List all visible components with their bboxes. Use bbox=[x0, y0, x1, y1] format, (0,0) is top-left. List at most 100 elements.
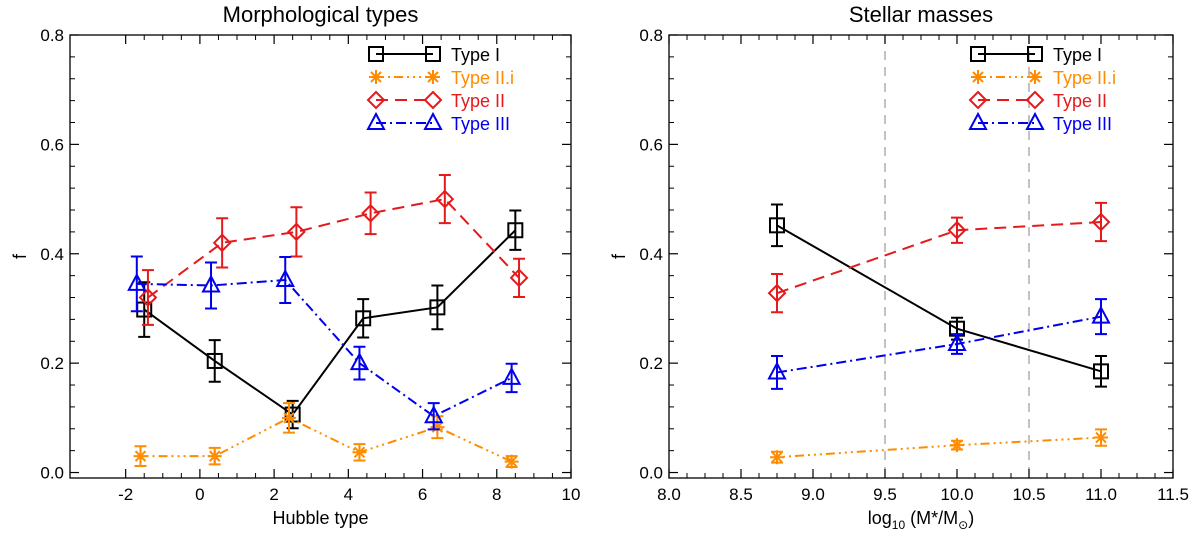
data-point bbox=[767, 361, 787, 380]
y-axis-label: f bbox=[609, 253, 629, 259]
chart-title: Stellar masses bbox=[849, 2, 993, 27]
data-point bbox=[430, 420, 445, 435]
legend-marker bbox=[423, 90, 443, 110]
data-point bbox=[361, 203, 381, 223]
error-bar bbox=[513, 257, 526, 298]
legend-label: Type II.i bbox=[451, 68, 514, 88]
legend-label: Type II bbox=[1053, 91, 1107, 111]
x-tick-label: 9.5 bbox=[873, 485, 897, 504]
series-type-ii-i bbox=[770, 428, 1108, 465]
x-tick-label: 6 bbox=[418, 485, 427, 504]
legend-marker bbox=[423, 111, 443, 130]
y-tick-label: 0.0 bbox=[639, 464, 663, 483]
data-point bbox=[1094, 430, 1108, 445]
error-bar bbox=[431, 284, 444, 331]
x-tick-label: 9.0 bbox=[801, 485, 825, 504]
data-point bbox=[501, 366, 522, 385]
data-point bbox=[429, 299, 446, 316]
data-point bbox=[770, 450, 784, 465]
y-tick-label: 0.8 bbox=[639, 26, 663, 45]
legend-label: Type II bbox=[451, 91, 505, 111]
data-point bbox=[352, 445, 367, 460]
data-point bbox=[138, 288, 158, 307]
x-axis-label: log10 (M*/M⊙) bbox=[868, 508, 974, 532]
legend-marker bbox=[368, 46, 384, 62]
x-tick-label: 10 bbox=[562, 485, 581, 504]
legend-marker bbox=[366, 111, 386, 130]
legend-marker bbox=[1027, 46, 1043, 62]
y-tick-label: 0.0 bbox=[40, 464, 64, 483]
legend-marker bbox=[426, 70, 440, 84]
legend-marker bbox=[968, 111, 988, 130]
data-point bbox=[767, 283, 787, 303]
series-line bbox=[143, 229, 517, 416]
error-bar bbox=[771, 203, 783, 248]
series-type-iii bbox=[767, 298, 1111, 390]
legend-marker bbox=[968, 90, 988, 110]
legend-label: Type I bbox=[1053, 45, 1102, 65]
y-tick-label: 0.4 bbox=[639, 245, 663, 264]
series-line bbox=[147, 197, 520, 299]
legend-marker bbox=[971, 70, 985, 84]
chart-morphological-types: Morphological types -2 0 2 4 6 8 10 0.0 0.2 0.4 0.6… bbox=[10, 2, 580, 528]
x-tick-label: -2 bbox=[118, 485, 133, 504]
data-point bbox=[286, 222, 306, 242]
data-point bbox=[355, 310, 372, 327]
error-bar bbox=[290, 206, 303, 258]
x-axis-label-log: log bbox=[868, 508, 892, 528]
error-bar bbox=[130, 255, 143, 313]
data-point bbox=[206, 352, 223, 369]
x-tick-label: 10.5 bbox=[1012, 485, 1045, 504]
x-axis-label-sun: ⊙ bbox=[958, 518, 968, 532]
series-line bbox=[776, 224, 1102, 373]
legend: Type I Type II.i Type II Type III bbox=[968, 45, 1116, 134]
data-point bbox=[133, 449, 148, 464]
data-point bbox=[1093, 363, 1109, 380]
plot-frame bbox=[69, 34, 572, 479]
y-tick-label: 0.6 bbox=[40, 135, 64, 154]
error-bar bbox=[509, 209, 522, 251]
data-point bbox=[947, 220, 967, 240]
series-type-i bbox=[769, 203, 1109, 388]
chart-title: Morphological types bbox=[223, 2, 419, 27]
error-bar bbox=[364, 191, 377, 236]
data-point bbox=[1091, 212, 1111, 232]
series-type-ii bbox=[138, 174, 529, 326]
series-line bbox=[140, 416, 513, 463]
chart-stellar-masses: Stellar masses 8.0 8.5 9.0 9.5 10.0 10.5 11.0 11… bbox=[609, 2, 1189, 532]
error-bar bbox=[216, 217, 229, 269]
y-tick-label: 0.4 bbox=[40, 245, 64, 264]
x-axis-label: Hubble type bbox=[272, 508, 368, 528]
series-line bbox=[776, 221, 1102, 295]
x-tick-label: 2 bbox=[269, 485, 278, 504]
data-point bbox=[275, 268, 295, 288]
x-tick-label: 11.0 bbox=[1085, 485, 1117, 504]
error-bar bbox=[279, 256, 292, 304]
error-bar bbox=[1095, 355, 1107, 388]
series-line bbox=[776, 315, 1102, 374]
data-point bbox=[950, 438, 964, 453]
data-point bbox=[127, 272, 147, 291]
legend-marker bbox=[366, 90, 386, 110]
legend-label: Type III bbox=[1053, 114, 1112, 134]
legend-marker bbox=[425, 46, 441, 62]
x-tick-label: 8 bbox=[492, 485, 501, 504]
legend-marker bbox=[369, 70, 383, 84]
x-tick-label: 11.5 bbox=[1157, 485, 1189, 504]
legend-marker bbox=[1025, 111, 1045, 130]
series-type-i bbox=[136, 209, 524, 430]
legend-label: Type I bbox=[451, 45, 500, 65]
series-type-ii-i bbox=[133, 402, 519, 469]
y-tick-label: 0.2 bbox=[639, 354, 663, 373]
legend-marker bbox=[1025, 90, 1045, 110]
data-point bbox=[509, 268, 529, 288]
x-tick-label: 8.0 bbox=[657, 485, 681, 504]
data-point bbox=[1091, 305, 1111, 324]
data-point bbox=[769, 217, 785, 234]
x-axis-label-rest: (M*/M bbox=[905, 508, 958, 528]
data-point bbox=[207, 449, 222, 464]
error-bar bbox=[208, 339, 221, 383]
x-tick-label: 0 bbox=[195, 485, 204, 504]
x-tick-label: 4 bbox=[344, 485, 353, 504]
